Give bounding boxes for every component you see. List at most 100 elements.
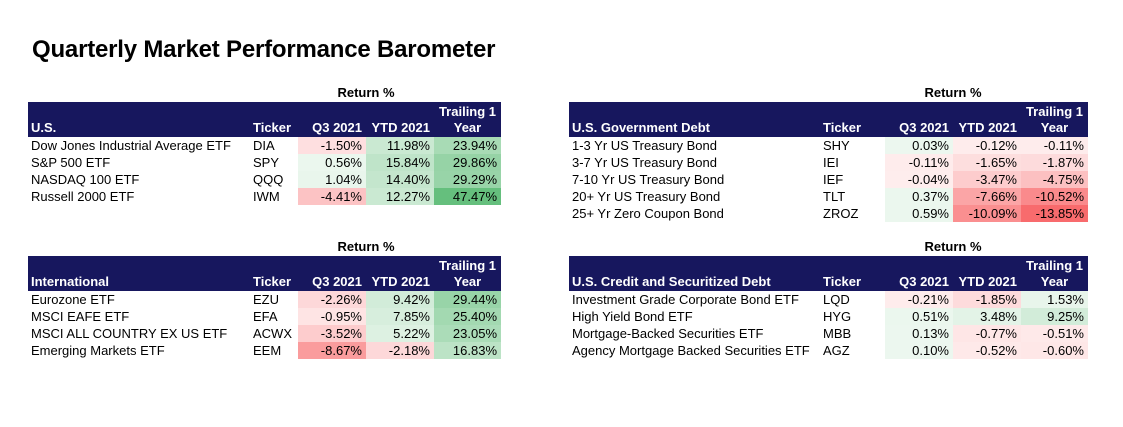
trailing-value: 25.40% xyxy=(434,308,501,325)
col-trailing-line2: Year xyxy=(453,120,482,135)
col-ytd: YTD 2021 xyxy=(371,274,430,289)
table-heading: U.S. Credit and Securitized Debt xyxy=(572,274,771,289)
ytd-value: -0.52% xyxy=(953,342,1021,359)
table-row: Dow Jones Industrial Average ETF DIA -1.50… xyxy=(28,137,501,154)
q3-value: -0.95% xyxy=(298,308,366,325)
ytd-value: -1.65% xyxy=(953,154,1021,171)
fund-name: Investment Grade Corporate Bond ETF xyxy=(572,292,799,307)
col-ytd: YTD 2021 xyxy=(958,120,1017,135)
q3-value: -1.50% xyxy=(298,137,366,154)
table-header: International Ticker Q3 2021 YTD 2021 Traili… xyxy=(28,256,501,291)
trailing-value: 29.29% xyxy=(434,171,501,188)
q3-value: 0.59% xyxy=(885,205,953,222)
table-row: Mortgage-Backed Securities ETF MBB 0.13% -0… xyxy=(569,325,1088,342)
col-q3: Q3 2021 xyxy=(899,274,949,289)
ytd-value: 3.48% xyxy=(953,308,1021,325)
return-label: Return % xyxy=(337,85,395,100)
page-title: Quarterly Market Performance Barometer xyxy=(32,36,496,63)
table-row: S&P 500 ETF SPY 0.56% 15.84% 29.86% xyxy=(28,154,501,171)
fund-name: Emerging Markets ETF xyxy=(31,343,165,358)
ticker: QQQ xyxy=(253,172,284,187)
fund-name: 3-7 Yr US Treasury Bond xyxy=(572,155,717,170)
col-ticker: Ticker xyxy=(823,274,862,289)
fund-name: Agency Mortgage Backed Securities ETF xyxy=(572,343,810,358)
ytd-value: 7.85% xyxy=(366,308,434,325)
ticker: AGZ xyxy=(823,343,850,358)
ytd-value: -7.66% xyxy=(953,188,1021,205)
fund-name: Mortgage-Backed Securities ETF xyxy=(572,326,764,341)
trailing-value: -0.51% xyxy=(1021,325,1088,342)
ticker: EZU xyxy=(253,292,279,307)
col-ticker: Ticker xyxy=(253,274,292,289)
col-trailing-line2: Year xyxy=(1040,274,1069,289)
ticker: LQD xyxy=(823,292,850,307)
trailing-value: 23.05% xyxy=(434,325,501,342)
fund-name: Russell 2000 ETF xyxy=(31,189,135,204)
ticker: MBB xyxy=(823,326,852,341)
fund-name: 20+ Yr US Treasury Bond xyxy=(572,189,721,204)
ticker: EFA xyxy=(253,309,278,324)
return-label: Return % xyxy=(337,239,395,254)
ticker: IEI xyxy=(823,155,839,170)
trailing-value: -10.52% xyxy=(1021,188,1088,205)
ticker: ZROZ xyxy=(823,206,859,221)
q3-value: -4.41% xyxy=(298,188,366,205)
ticker: TLT xyxy=(823,189,846,204)
col-trailing-line1: Trailing 1 xyxy=(438,104,497,119)
q3-value: -0.11% xyxy=(885,154,953,171)
table-row: Russell 2000 ETF IWM -4.41% 12.27% 47.47% xyxy=(28,188,501,205)
col-ticker: Ticker xyxy=(253,120,292,135)
q3-value: 1.04% xyxy=(298,171,366,188)
table-row: NASDAQ 100 ETF QQQ 1.04% 14.40% 29.29% xyxy=(28,171,501,188)
trailing-value: 29.44% xyxy=(434,291,501,308)
ticker: EEM xyxy=(253,343,282,358)
q3-value: 0.37% xyxy=(885,188,953,205)
ticker: SPY xyxy=(253,155,280,170)
q3-value: -0.21% xyxy=(885,291,953,308)
table-heading: U.S. Government Debt xyxy=(572,120,710,135)
ytd-value: 15.84% xyxy=(366,154,434,171)
ticker: HYG xyxy=(823,309,852,324)
table-header: U.S. Ticker Q3 2021 YTD 2021 Trailing 1 Year xyxy=(28,102,501,137)
ticker: SHY xyxy=(823,138,850,153)
ticker: DIA xyxy=(253,138,275,153)
table-header: U.S. Credit and Securitized Debt Ticker Q3… xyxy=(569,256,1088,291)
table-row: Investment Grade Corporate Bond ETF LQD -0… xyxy=(569,291,1088,308)
fund-name: 25+ Yr Zero Coupon Bond xyxy=(572,206,724,221)
trailing-value: -0.11% xyxy=(1021,137,1088,154)
q3-value: 0.13% xyxy=(885,325,953,342)
ticker: IEF xyxy=(823,172,844,187)
return-label: Return % xyxy=(924,85,982,100)
col-ytd: YTD 2021 xyxy=(958,274,1017,289)
col-trailing-line1: Trailing 1 xyxy=(1025,104,1084,119)
trailing-value: -0.60% xyxy=(1021,342,1088,359)
ytd-value: 14.40% xyxy=(366,171,434,188)
fund-name: 7-10 Yr US Treasury Bond xyxy=(572,172,725,187)
q3-value: 0.10% xyxy=(885,342,953,359)
fund-name: 1-3 Yr US Treasury Bond xyxy=(572,138,717,153)
table-heading: U.S. xyxy=(31,120,57,135)
trailing-value: 16.83% xyxy=(434,342,501,359)
q3-value: 0.03% xyxy=(885,137,953,154)
ytd-value: -0.12% xyxy=(953,137,1021,154)
table-row: MSCI EAFE ETF EFA -0.95% 7.85% 25.40% xyxy=(28,308,501,325)
q3-value: 0.56% xyxy=(298,154,366,171)
fund-name: MSCI ALL COUNTRY EX US ETF xyxy=(31,326,228,341)
q3-value: 0.51% xyxy=(885,308,953,325)
table-row: High Yield Bond ETF HYG 0.51% 3.48% 9.25% xyxy=(569,308,1088,325)
table-row: Agency Mortgage Backed Securities ETF AGZ… xyxy=(569,342,1088,359)
col-ticker: Ticker xyxy=(823,120,862,135)
ytd-value: -3.47% xyxy=(953,171,1021,188)
fund-name: NASDAQ 100 ETF xyxy=(31,172,140,187)
col-q3: Q3 2021 xyxy=(312,274,362,289)
ytd-value: 11.98% xyxy=(366,137,434,154)
fund-name: Dow Jones Industrial Average ETF xyxy=(31,138,231,153)
table-row: Eurozone ETF EZU -2.26% 9.42% 29.44% xyxy=(28,291,501,308)
ytd-value: 9.42% xyxy=(366,291,434,308)
table-row: 7-10 Yr US Treasury Bond IEF -0.04% -3.47% -… xyxy=(569,171,1088,188)
return-label: Return % xyxy=(924,239,982,254)
ytd-value: -10.09% xyxy=(953,205,1021,222)
table-row: Emerging Markets ETF EEM -8.67% -2.18% 16.83… xyxy=(28,342,501,359)
col-ytd: YTD 2021 xyxy=(371,120,430,135)
ytd-value: -0.77% xyxy=(953,325,1021,342)
